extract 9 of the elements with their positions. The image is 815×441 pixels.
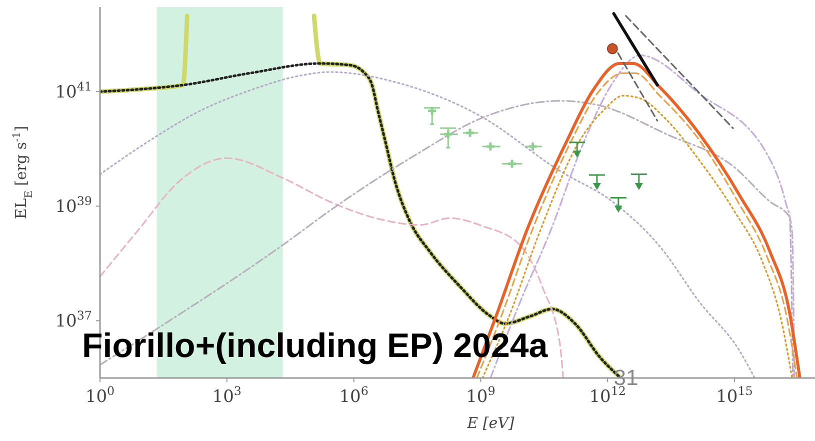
x-tick-label: 10$^{9}$ [466, 384, 496, 407]
x-tick-label: 10$^{15}$ [716, 384, 753, 407]
x-tick-label: 10$^{3}$ [212, 384, 242, 407]
x-tick-label: 10$^{6}$ [339, 384, 368, 407]
y-tick-label: 10$^{41}$ [55, 80, 92, 103]
x-tick-label: 10$^{0}$ [85, 384, 115, 407]
x-axis-title: E [eV] [466, 414, 514, 432]
y-tick-label: 10$^{39}$ [55, 194, 92, 218]
y-tick-label: 10$^{37}$ [55, 308, 92, 332]
